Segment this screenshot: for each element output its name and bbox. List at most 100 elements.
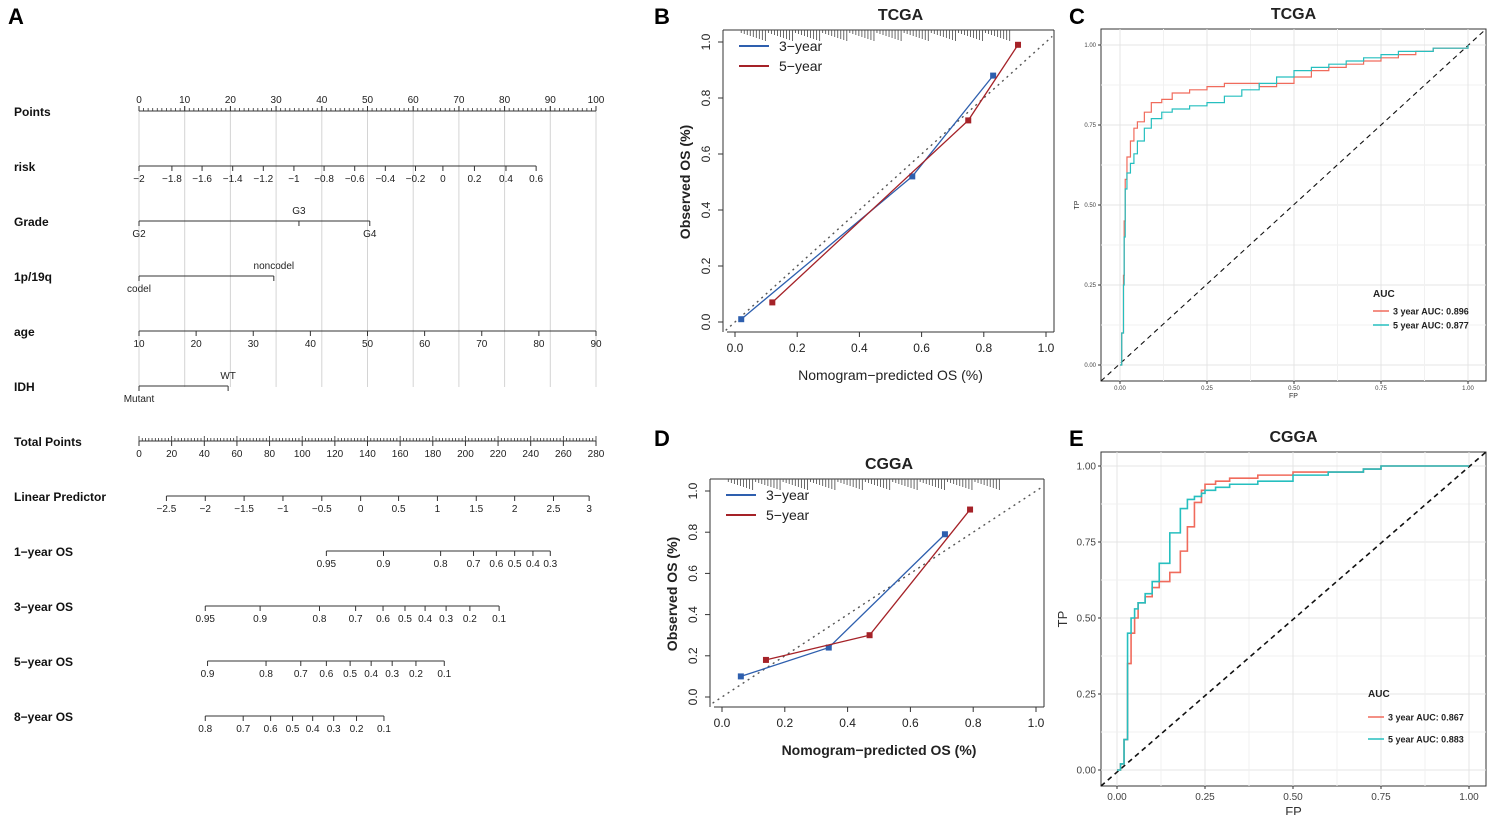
nomogram-tick-label: 40 <box>305 339 317 350</box>
reference-diagonal <box>725 35 1053 331</box>
nomogram-tick-label: 20 <box>191 339 203 350</box>
nomogram-tick-label: noncodel <box>254 261 295 272</box>
nomogram-tick-label: 0.9 <box>377 559 391 570</box>
nomogram-tick-label: 0.5 <box>343 669 357 680</box>
y-tick-label: 1.0 <box>686 482 700 499</box>
y-tick-label: 1.00 <box>1084 43 1096 49</box>
x-tick-label: 0.6 <box>902 716 919 730</box>
x-tick-label: 0.2 <box>789 341 806 355</box>
data-point <box>762 656 769 663</box>
legend-label: 5 year AUC: 0.877 <box>1393 321 1469 331</box>
roc-plot-tcga: 0.00 0.25 0.50 0.75 1.00 0.00 0.25 0.50 0.75 1.00… <box>1074 6 1487 400</box>
nomogram-tick-label: 140 <box>359 449 376 460</box>
x-tick-label: 0.50 <box>1288 386 1300 392</box>
nomogram-tick-label: 60 <box>419 339 431 350</box>
nomogram-tick-label: 0.3 <box>543 559 557 570</box>
nomogram-tick-label: −1.4 <box>223 174 243 185</box>
nomogram-tick-label: 0.5 <box>286 724 300 735</box>
nomogram-tick-label: 0.4 <box>499 174 513 185</box>
nomogram-tick-label: 0.3 <box>327 724 341 735</box>
roc-plot-cgga: 0.00 0.25 0.50 0.75 1.00 0.00 0.25 0.50 0.75 1.00… <box>1055 429 1487 815</box>
nomogram-row-label: 1p/19q <box>14 270 52 284</box>
nomogram-tick-label: 60 <box>231 449 243 460</box>
nomogram-tick-label: −2 <box>200 504 212 515</box>
y-axis-label: TP <box>1055 611 1070 628</box>
nomogram-tick-label: 2.5 <box>547 504 561 515</box>
nomogram-tick-label: 2 <box>512 504 518 515</box>
series-line-5-year <box>771 44 1019 303</box>
nomogram-tick-label: 0.1 <box>377 724 391 735</box>
y-axis-label: Observed OS (%) <box>664 537 680 651</box>
y-tick-label: 0.6 <box>699 145 713 162</box>
nomogram-row-label: 5−year OS <box>14 655 73 669</box>
y-tick-label: 0.8 <box>686 524 700 541</box>
series-line-3-year <box>740 75 994 320</box>
x-tick-label: 0.00 <box>1107 792 1127 803</box>
chart-title: CGGA <box>1270 429 1318 446</box>
y-tick-label: 0.50 <box>1084 203 1096 209</box>
y-tick-label: 0.0 <box>686 688 700 705</box>
nomogram-tick-label: 50 <box>362 339 374 350</box>
legend-title: AUC <box>1373 289 1395 300</box>
reference-diagonal <box>1100 28 1487 382</box>
nomogram-tick-label: −2.5 <box>157 504 177 515</box>
nomogram-tick-label: 10 <box>133 339 145 350</box>
nomogram-row-label: age <box>14 325 35 339</box>
nomogram-row-label: Total Points <box>14 435 82 449</box>
nomogram-tick-label: 0.2 <box>409 669 423 680</box>
legend-label: 5 year AUC: 0.883 <box>1388 735 1464 745</box>
nomogram-tick-label: 0.7 <box>236 724 250 735</box>
nomogram-tick-label: 0.9 <box>201 669 215 680</box>
nomogram-tick-label: 60 <box>408 95 420 106</box>
nomogram-tick-label: 0.1 <box>492 614 506 625</box>
y-tick-label: 1.0 <box>699 33 713 50</box>
nomogram-tick-label: 0.1 <box>437 669 451 680</box>
legend-label: 5−year <box>779 58 823 74</box>
roc-curve-3-year <box>1120 45 1469 366</box>
nomogram-row-label: Grade <box>14 215 49 229</box>
roc-curve-5-year <box>1120 45 1469 366</box>
nomogram-tick-label: 70 <box>453 95 465 106</box>
x-tick-label: 0.8 <box>965 716 982 730</box>
nomogram-tick-label: 0.4 <box>526 559 540 570</box>
y-axis-label: Observed OS (%) <box>677 125 693 239</box>
x-tick-label: 0.6 <box>913 341 930 355</box>
nomogram-tick-label: 0.9 <box>253 614 267 625</box>
nomogram-tick-label: 0.8 <box>198 724 212 735</box>
nomogram-row-label: Linear Predictor <box>14 490 106 504</box>
nomogram-tick-label: 0 <box>136 449 142 460</box>
nomogram-tick-label: 220 <box>490 449 507 460</box>
nomogram-tick-label: 30 <box>248 339 260 350</box>
nomogram-tick-label: 3 <box>586 504 592 515</box>
nomogram-tick-label: 0.8 <box>313 614 327 625</box>
nomogram-tick-label: 0 <box>358 504 364 515</box>
nomogram-tick-label: 0.6 <box>264 724 278 735</box>
y-tick-label: 0.75 <box>1084 123 1096 129</box>
panel-letter-a: A <box>8 4 24 29</box>
x-tick-label: 0.0 <box>727 341 744 355</box>
reference-diagonal <box>1100 451 1487 787</box>
nomogram-tick-label: −1 <box>288 174 300 185</box>
nomogram-row-label: IDH <box>14 380 35 394</box>
nomogram-row-label: risk <box>14 160 36 174</box>
y-axis-label: TP <box>1074 200 1081 209</box>
nomogram-tick-label: 0.6 <box>376 614 390 625</box>
nomogram-tick-label: 90 <box>545 95 557 106</box>
nomogram-tick-label: 0.95 <box>196 614 216 625</box>
nomogram-tick-label: 180 <box>424 449 441 460</box>
roc-curve-3-year <box>1117 465 1469 771</box>
nomogram-tick-label: G2 <box>132 229 146 240</box>
nomogram-tick-label: 1 <box>435 504 441 515</box>
nomogram-tick-label: Mutant <box>124 394 155 405</box>
data-point <box>769 299 776 306</box>
x-axis-label: Nomogram−predicted OS (%) <box>782 742 977 758</box>
nomogram-tick-label: 80 <box>499 95 511 106</box>
calibration-plot-cgga: 0.0 0.2 0.4 0.6 0.8 1.0 0.0 0.2 0.4 0.6 0.8 1.0 CGGA… <box>664 456 1045 758</box>
y-tick-label: 0.2 <box>686 647 700 664</box>
data-point <box>941 531 948 538</box>
nomogram-tick-label: 0.5 <box>398 614 412 625</box>
nomogram-tick-label: 0.4 <box>418 614 432 625</box>
x-axis-label: FP <box>1289 393 1298 400</box>
nomogram-tick-label: 0.6 <box>319 669 333 680</box>
legend-label: 3 year AUC: 0.867 <box>1388 713 1464 723</box>
